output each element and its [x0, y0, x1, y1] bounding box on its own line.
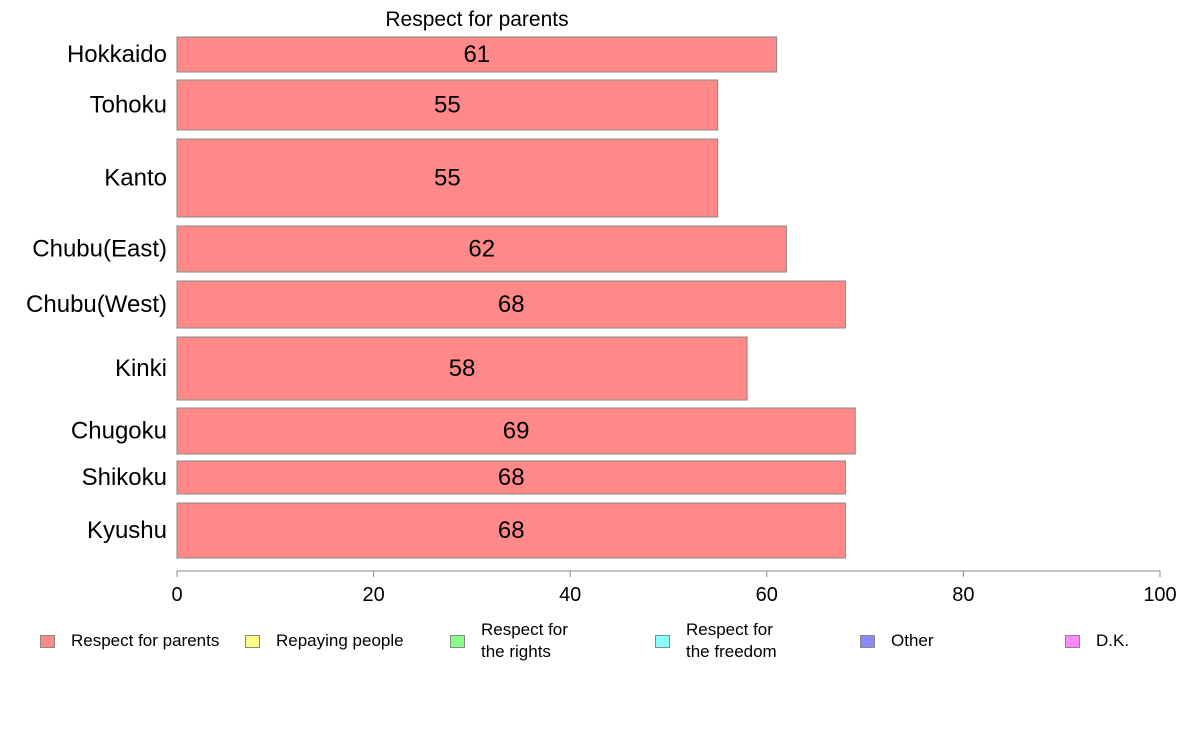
legend-item: Respect for the freedom: [655, 619, 777, 663]
bar: [176, 336, 748, 401]
bars-layer: 61 Hokkaido 55 Tohoku 55 Kanto 62 Chubu(East) 68…: [26, 36, 856, 559]
bar: [176, 407, 856, 455]
x-axis: 0 20 40 60 80 100: [171, 570, 1177, 606]
category-label: Chubu(West): [26, 291, 167, 318]
bar-value-label: 68: [498, 517, 525, 544]
category-label: Chubu(East): [32, 236, 167, 263]
category-label: Kanto: [104, 165, 167, 192]
category-label: Chugoku: [71, 418, 167, 445]
bar: [176, 280, 846, 329]
legend-label: Repaying people: [276, 631, 404, 650]
bar: [176, 36, 778, 73]
x-tick-label: 100: [1143, 584, 1176, 606]
x-tick-label: 20: [362, 584, 384, 606]
legend-item: Other: [860, 630, 934, 652]
bar-value-label: 68: [498, 291, 525, 318]
bar-value-label: 62: [468, 236, 495, 263]
category-label: Kyushu: [87, 517, 167, 544]
bar-value-label: 61: [463, 41, 490, 68]
bar: [176, 79, 719, 131]
legend-swatch: [450, 634, 465, 648]
legend-item: D.K.: [1065, 630, 1129, 652]
legend-label: Respect for the freedom: [686, 620, 777, 661]
bar-value-label: 69: [503, 418, 530, 445]
legend-swatch: [860, 634, 875, 648]
legend-label: D.K.: [1096, 631, 1130, 650]
legend-item: Respect for parents: [40, 630, 219, 652]
bar: [176, 460, 846, 495]
legend-item: Respect for the rights: [450, 619, 568, 663]
legend-swatch: [1065, 634, 1080, 648]
x-tick-label: 60: [756, 584, 778, 606]
x-tick-label: 0: [171, 584, 182, 606]
bar: [176, 138, 719, 218]
chart-title: Respect for parents: [385, 8, 568, 31]
bar-value-label: 55: [434, 165, 461, 192]
bar-value-label: 58: [449, 355, 476, 382]
bar-value-label: 68: [498, 464, 525, 491]
legend-swatch: [40, 634, 55, 648]
x-tick-label: 40: [559, 584, 581, 606]
category-label: Kinki: [115, 355, 167, 382]
legend-label: Respect for the rights: [481, 620, 568, 661]
category-label: Tohoku: [90, 92, 167, 119]
legend-item: Repaying people: [245, 630, 404, 652]
legend-label: Respect for parents: [71, 631, 220, 650]
bar: [176, 502, 846, 559]
category-label: Shikoku: [82, 464, 167, 491]
bar: [176, 225, 787, 273]
legend-label: Other: [891, 631, 934, 650]
legend-swatch: [245, 634, 260, 648]
x-tick-label: 80: [952, 584, 974, 606]
bar-value-label: 55: [434, 92, 461, 119]
category-label: Hokkaido: [67, 41, 167, 68]
legend-swatch: [655, 634, 670, 648]
